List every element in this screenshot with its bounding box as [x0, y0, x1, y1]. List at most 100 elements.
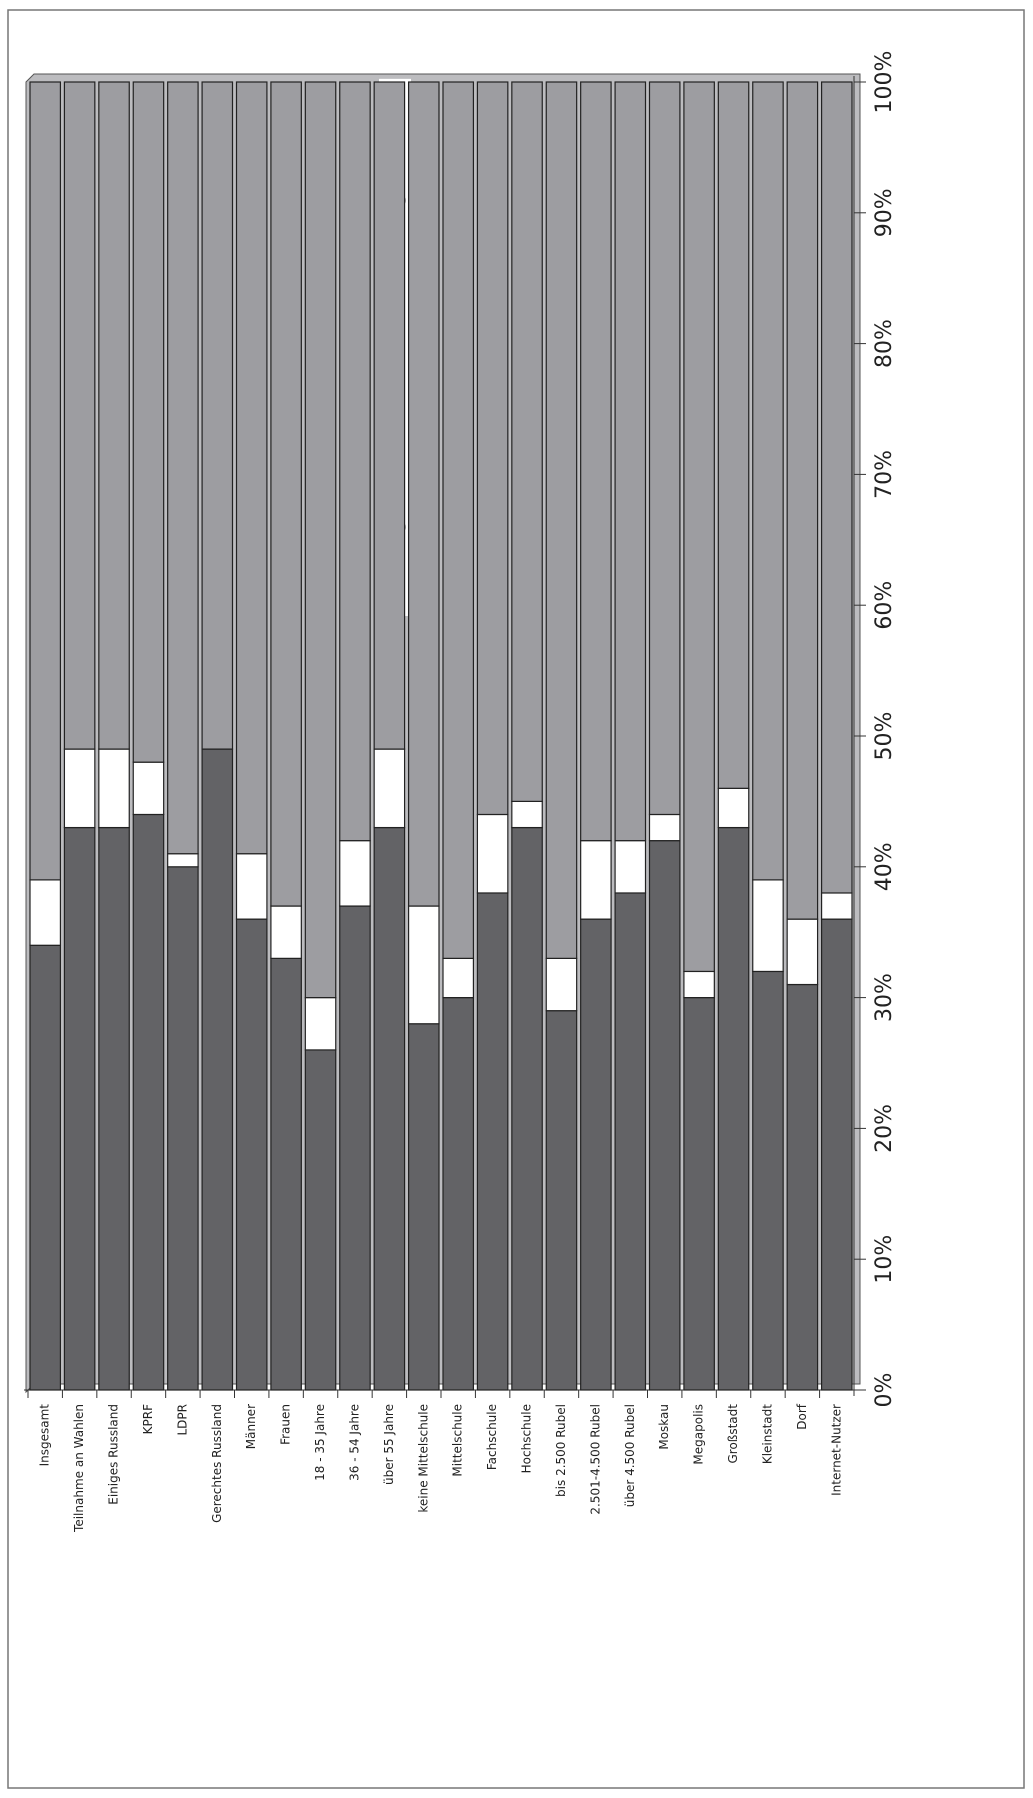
bar-segment: [786, 983, 819, 1391]
x-tick-label: 2.501-4.500 Rubel: [588, 1404, 602, 1515]
x-tick-label: Großstadt: [726, 1404, 740, 1464]
bar-segment: [339, 81, 371, 842]
y-tick-label: 60%: [872, 581, 897, 630]
bar-segment: [235, 853, 268, 920]
x-tick-label: Frauen: [279, 1404, 293, 1445]
bar-segment: [511, 826, 543, 1391]
bar-segment: [820, 918, 853, 1391]
bar-segment: [717, 826, 750, 1391]
bar-segment: [63, 826, 96, 1391]
y-tick-label: 80%: [872, 319, 897, 368]
bar-segment: [786, 81, 819, 920]
bar-segment: [476, 892, 509, 1391]
bar-segment: [304, 996, 337, 1051]
bar-segment: [373, 748, 406, 829]
bar-segment: [339, 905, 371, 1391]
bar-segment: [270, 81, 302, 907]
bar-segment: [201, 748, 234, 1391]
y-tick-label: 20%: [872, 1104, 897, 1153]
x-tick-label: Dorf: [795, 1403, 809, 1430]
bar-segment: [407, 905, 440, 1025]
bar-segment: [270, 957, 302, 1391]
bar-segment: [648, 813, 681, 842]
x-tick-label: Teilnahme an Wahlen: [72, 1404, 86, 1533]
bar-segment: [29, 944, 62, 1391]
bar-segment: [580, 81, 612, 842]
bar-segment: [98, 81, 130, 750]
x-tick-label: über 4.500 Rubel: [623, 1404, 637, 1507]
bar-segment: [235, 918, 268, 1391]
bar-segment: [132, 81, 165, 763]
bar-segment: [442, 957, 475, 999]
x-tick-label: Kleinstadt: [760, 1404, 774, 1464]
bar-segment: [476, 81, 509, 816]
bar-segment: [339, 840, 371, 907]
x-tick-label: Männer: [244, 1404, 258, 1449]
bar-segment: [98, 748, 130, 829]
x-tick-label: über 55 Jahre: [382, 1404, 396, 1485]
x-tick-label: 18 - 35 Jahre: [313, 1404, 327, 1481]
y-tick-label: 90%: [872, 188, 897, 237]
bar-segment: [304, 1049, 337, 1391]
bar-segment: [98, 826, 130, 1391]
y-tick-label: 30%: [872, 973, 897, 1022]
bar-segment: [304, 81, 337, 999]
bar-segment: [545, 1010, 578, 1391]
bar-segment: [820, 81, 853, 894]
bar-segment: [201, 81, 234, 750]
bar-segment: [717, 787, 750, 829]
bar-segment: [752, 970, 784, 1391]
x-tick-label: Insgesamt: [38, 1404, 52, 1467]
x-tick-label: Gerechtes Russland: [210, 1404, 224, 1523]
bar-segment: [167, 866, 199, 1391]
bar-segment: [580, 918, 612, 1391]
bar-segment: [614, 840, 647, 894]
bar-segment: [683, 996, 715, 1391]
bar-segment: [648, 81, 681, 816]
bar-segment: [820, 892, 853, 920]
bar-segment: [614, 892, 647, 1391]
bar-segment: [442, 996, 475, 1391]
x-tick-label: LDPR: [175, 1404, 189, 1436]
bar-segment: [373, 81, 406, 750]
bar-segment: [752, 879, 784, 973]
x-tick-label: Fachschule: [485, 1404, 499, 1470]
bar-segment: [683, 81, 715, 973]
bar-segment: [373, 826, 406, 1391]
bar-segment: [511, 800, 543, 829]
bar-segment: [786, 918, 819, 986]
bar-segment: [29, 81, 62, 881]
bar-segment: [545, 81, 578, 959]
bar-segment: [580, 840, 612, 920]
bar-segment: [235, 81, 268, 855]
y-tick-label: 100%: [872, 51, 897, 114]
x-tick-label: Megapolis: [692, 1404, 706, 1465]
bar-segment: [476, 813, 509, 894]
bar-segment: [683, 970, 715, 999]
y-tick-label: 40%: [872, 842, 897, 891]
bar-segment: [752, 81, 784, 881]
bar-segment: [167, 853, 199, 868]
bar-segment: [132, 761, 165, 816]
bar-segment: [270, 905, 302, 959]
bar-segment: [545, 957, 578, 1012]
x-tick-label: Einiges Russland: [107, 1404, 121, 1505]
bar-segment: [407, 1023, 440, 1391]
y-tick-label: 0%: [872, 1373, 897, 1408]
bar-segment: [63, 748, 96, 829]
bar-segment: [29, 879, 62, 946]
x-tick-label: keine Mittelschule: [416, 1404, 430, 1513]
x-tick-label: Moskau: [657, 1404, 671, 1450]
bar-segment: [63, 81, 96, 750]
x-tick-label: KPRF: [141, 1404, 155, 1434]
y-tick-label: 70%: [872, 450, 897, 499]
y-tick-label: 10%: [872, 1235, 897, 1284]
y-tick-label: 50%: [872, 712, 897, 761]
bar-segment: [648, 840, 681, 1391]
bar-segment: [132, 813, 165, 1391]
x-tick-label: Hochschule: [520, 1404, 534, 1473]
x-tick-label: 36 - 54 Jahre: [347, 1404, 361, 1481]
bar-segment: [717, 81, 750, 789]
x-tick-label: Mittelschule: [451, 1404, 465, 1477]
